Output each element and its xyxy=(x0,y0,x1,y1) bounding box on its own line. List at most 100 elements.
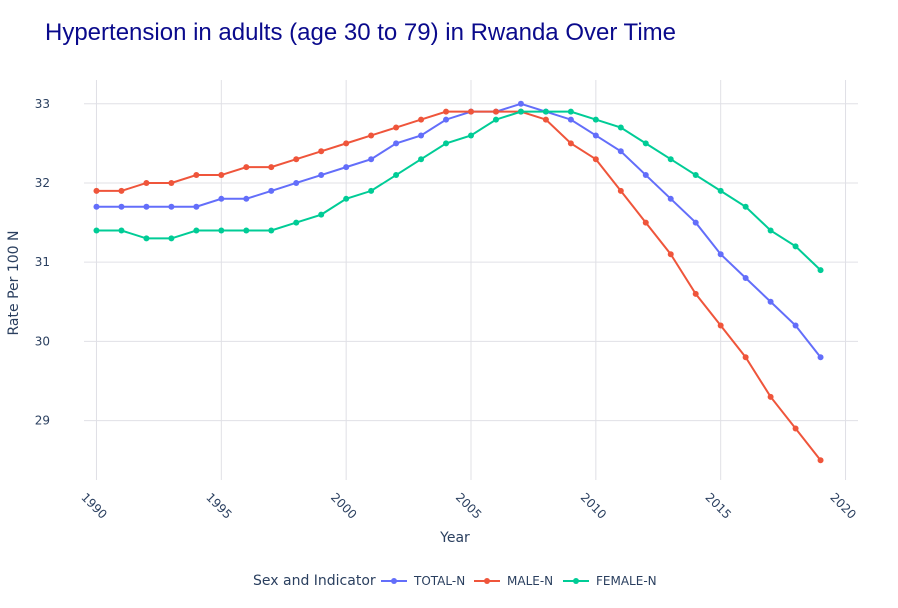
data-point[interactable] xyxy=(642,219,649,226)
data-point[interactable] xyxy=(667,251,674,258)
data-point[interactable] xyxy=(492,108,499,115)
legend-item-male-n[interactable]: MALE-N xyxy=(474,574,553,588)
data-point[interactable] xyxy=(617,187,624,194)
data-point[interactable] xyxy=(792,243,799,250)
data-point[interactable] xyxy=(817,457,824,464)
data-point[interactable] xyxy=(418,156,425,163)
data-point[interactable] xyxy=(318,211,325,218)
data-point[interactable] xyxy=(368,132,375,139)
data-point[interactable] xyxy=(767,393,774,400)
y-tick-label: 31 xyxy=(35,255,50,269)
data-point[interactable] xyxy=(692,172,699,179)
data-point[interactable] xyxy=(318,148,325,155)
data-point[interactable] xyxy=(517,100,524,107)
data-point[interactable] xyxy=(692,290,699,297)
data-point[interactable] xyxy=(143,203,150,210)
data-point[interactable] xyxy=(118,187,125,194)
data-point[interactable] xyxy=(268,164,275,171)
data-point[interactable] xyxy=(243,164,250,171)
data-point[interactable] xyxy=(767,298,774,305)
data-point[interactable] xyxy=(567,116,574,123)
x-tick-label: 1990 xyxy=(78,490,109,521)
data-point[interactable] xyxy=(443,116,450,123)
data-point[interactable] xyxy=(343,164,350,171)
y-axis-title: Rate Per 100 N xyxy=(6,231,22,336)
data-point[interactable] xyxy=(742,203,749,210)
data-point[interactable] xyxy=(268,187,275,194)
data-point[interactable] xyxy=(667,195,674,202)
data-point[interactable] xyxy=(542,108,549,115)
data-point[interactable] xyxy=(517,108,524,115)
y-tick-label: 32 xyxy=(35,176,50,190)
x-tick-label: 2010 xyxy=(578,490,609,521)
data-point[interactable] xyxy=(93,203,100,210)
data-point[interactable] xyxy=(268,227,275,234)
data-point[interactable] xyxy=(293,219,300,226)
data-point[interactable] xyxy=(393,124,400,131)
data-point[interactable] xyxy=(443,108,450,115)
data-point[interactable] xyxy=(418,132,425,139)
data-point[interactable] xyxy=(293,179,300,186)
data-point[interactable] xyxy=(193,172,200,179)
data-point[interactable] xyxy=(592,132,599,139)
data-point[interactable] xyxy=(393,140,400,147)
data-point[interactable] xyxy=(243,227,250,234)
data-point[interactable] xyxy=(742,275,749,282)
data-point[interactable] xyxy=(717,187,724,194)
data-point[interactable] xyxy=(168,179,175,186)
data-point[interactable] xyxy=(168,235,175,242)
data-point[interactable] xyxy=(368,156,375,163)
data-point[interactable] xyxy=(492,116,499,123)
data-point[interactable] xyxy=(792,322,799,329)
tick-layer: 29 30 31 32 33 1990 1995 2000 2005 2010 2015 2020 xyxy=(35,97,859,522)
data-point[interactable] xyxy=(168,203,175,210)
data-point[interactable] xyxy=(93,227,100,234)
data-point[interactable] xyxy=(642,140,649,147)
data-point[interactable] xyxy=(118,203,125,210)
data-point[interactable] xyxy=(717,251,724,258)
chart-title: Hypertension in adults (age 30 to 79) in… xyxy=(45,19,676,46)
data-point[interactable] xyxy=(468,132,474,139)
y-tick-label: 29 xyxy=(35,414,50,428)
legend-item-female-n[interactable]: FEMALE-N xyxy=(563,574,657,588)
data-point[interactable] xyxy=(443,140,450,147)
data-point[interactable] xyxy=(218,195,225,202)
legend-item-total-n[interactable]: TOTAL-N xyxy=(381,574,465,588)
data-point[interactable] xyxy=(617,124,624,131)
data-point[interactable] xyxy=(742,354,749,361)
data-point[interactable] xyxy=(567,108,574,115)
data-point[interactable] xyxy=(143,179,150,186)
data-point[interactable] xyxy=(592,156,599,163)
data-point[interactable] xyxy=(143,235,150,242)
data-point[interactable] xyxy=(817,354,824,361)
data-point[interactable] xyxy=(343,195,350,202)
data-point[interactable] xyxy=(393,172,400,179)
x-tick-label: 2000 xyxy=(328,490,359,521)
data-point[interactable] xyxy=(642,172,649,179)
data-point[interactable] xyxy=(617,148,624,155)
data-point[interactable] xyxy=(368,187,375,194)
data-point[interactable] xyxy=(93,187,100,194)
data-point[interactable] xyxy=(792,425,799,432)
data-point[interactable] xyxy=(343,140,350,147)
data-point[interactable] xyxy=(592,116,599,123)
data-point[interactable] xyxy=(767,227,774,234)
data-point[interactable] xyxy=(567,140,574,147)
data-point[interactable] xyxy=(218,172,225,179)
data-point[interactable] xyxy=(542,116,549,123)
data-point[interactable] xyxy=(692,219,699,226)
data-point[interactable] xyxy=(193,227,200,234)
data-point[interactable] xyxy=(717,322,724,329)
data-point[interactable] xyxy=(318,172,325,179)
data-point[interactable] xyxy=(817,267,824,274)
data-point[interactable] xyxy=(667,156,674,163)
data-point[interactable] xyxy=(468,108,474,115)
data-point[interactable] xyxy=(418,116,425,123)
data-point[interactable] xyxy=(118,227,125,234)
data-point[interactable] xyxy=(218,227,225,234)
data-point[interactable] xyxy=(293,156,300,163)
data-point[interactable] xyxy=(243,195,250,202)
data-point[interactable] xyxy=(193,203,200,210)
